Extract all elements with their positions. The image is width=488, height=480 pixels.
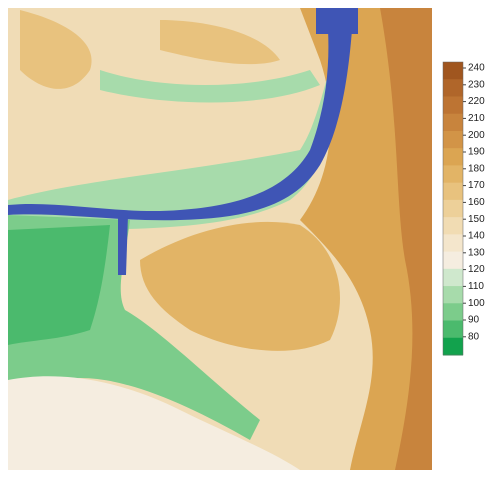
colorbar-band: [443, 303, 463, 321]
colorbar-label: 220: [468, 96, 485, 107]
elevation-map: [8, 8, 432, 470]
colorbar-band: [443, 131, 463, 149]
colorbar-band: [443, 114, 463, 132]
colorbar-label: 150: [468, 214, 485, 225]
colorbar-band: [443, 148, 463, 166]
colorbar-band: [443, 338, 463, 356]
colorbar-band: [443, 79, 463, 97]
colorbar-label: 170: [468, 180, 485, 191]
colorbar-label: 160: [468, 197, 485, 208]
colorbar-label: 140: [468, 231, 485, 242]
colorbar-label: 130: [468, 247, 485, 258]
colorbar-label: 230: [468, 79, 485, 90]
colorbar-band: [443, 269, 463, 287]
colorbar-band: [443, 165, 463, 183]
colorbar-band: [443, 286, 463, 304]
colorbar-band: [443, 321, 463, 339]
colorbar-band: [443, 200, 463, 218]
colorbar-band: [443, 252, 463, 270]
colorbar-label: 120: [468, 264, 485, 275]
colorbar: 240 230 220 210 200 190 180 170 160 150 140 130 120 1…: [443, 62, 485, 356]
colorbar-band: [443, 183, 463, 201]
colorbar-label: 190: [468, 147, 485, 158]
colorbar-label: 100: [468, 298, 485, 309]
colorbar-band: [443, 234, 463, 252]
colorbar-label: 240: [468, 63, 485, 74]
reservoir: [316, 8, 358, 34]
colorbar-label: 90: [468, 315, 480, 326]
colorbar-label: 80: [468, 331, 480, 342]
colorbar-label: 110: [468, 281, 484, 292]
page: 240 230 220 210 200 190 180 170 160 150 140 130 120 1…: [0, 0, 488, 475]
colorbar-band: [443, 62, 463, 80]
colorbar-label: 210: [468, 113, 485, 124]
colorbar-label: 180: [468, 163, 485, 174]
colorbar-label: 200: [468, 130, 485, 141]
colorbar-band: [443, 96, 463, 114]
colorbar-band: [443, 217, 463, 235]
